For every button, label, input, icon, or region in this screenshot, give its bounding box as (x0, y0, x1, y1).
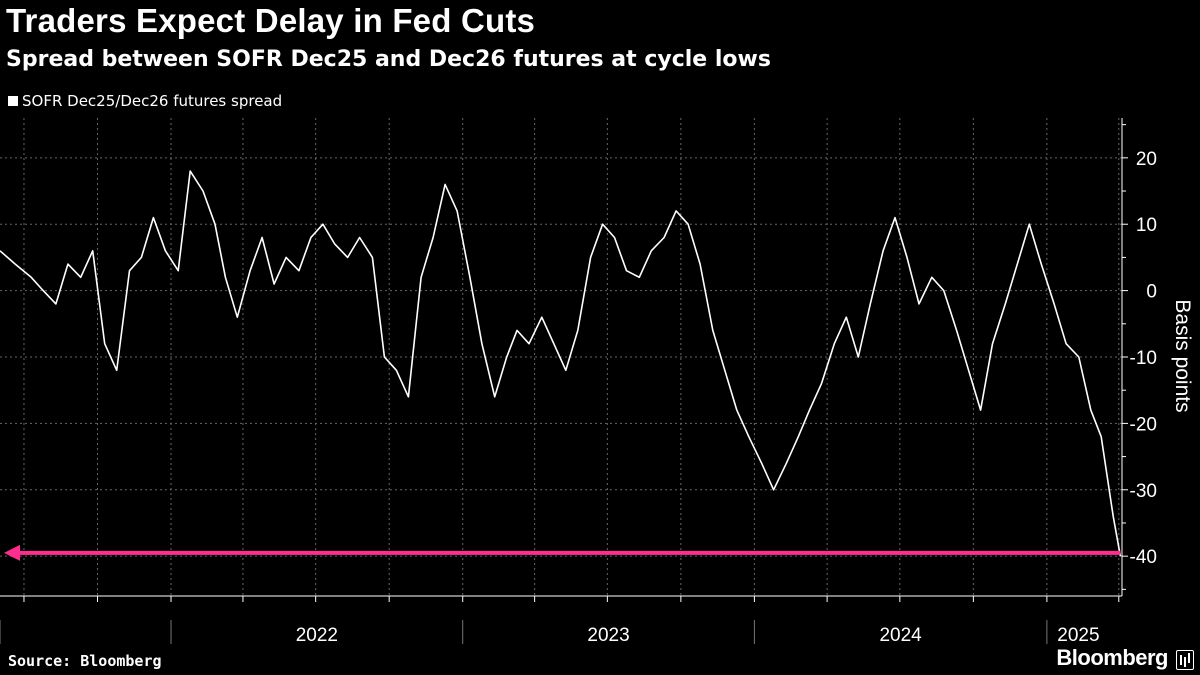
chart-subtitle: Spread between SOFR Dec25 and Dec26 futu… (6, 47, 771, 72)
terminal-icon (1176, 650, 1194, 670)
annotations (4, 544, 1121, 561)
legend-label: SOFR Dec25/Dec26 futures spread (22, 92, 283, 110)
x-tick-label: 2023 (587, 625, 629, 646)
legend-swatch (8, 96, 18, 106)
legend: SOFR Dec25/Dec26 futures spread (8, 92, 282, 110)
series-group (0, 170, 1122, 557)
y-tick-label: 0 (1146, 282, 1157, 303)
y-tick-label: -40 (1130, 547, 1157, 568)
y-tick-label: -30 (1130, 481, 1157, 502)
annotation-arrow-head (4, 544, 20, 561)
grid (0, 118, 1122, 596)
x-axis: 2022 2023 2024 2025 (0, 595, 1122, 646)
x-tick-label: 2025 (1057, 625, 1099, 646)
source-note: Source: Bloomberg (8, 652, 162, 670)
y-tick-label: -10 (1130, 348, 1157, 369)
brand-logo: Bloomberg (1056, 645, 1168, 670)
y-tick-label: -20 (1130, 414, 1157, 435)
series-line (0, 170, 1122, 557)
y-axis-label: Basis points (1171, 299, 1194, 412)
y-axis: 20 10 0 -10 -20 -30 -40 (1121, 118, 1157, 596)
x-tick-label: 2024 (879, 625, 922, 646)
y-tick-label: 20 (1136, 149, 1157, 170)
y-tick-label: 10 (1136, 215, 1157, 236)
chart-title: Traders Expect Delay in Fed Cuts (6, 2, 536, 39)
x-tick-label: 2022 (296, 625, 338, 646)
